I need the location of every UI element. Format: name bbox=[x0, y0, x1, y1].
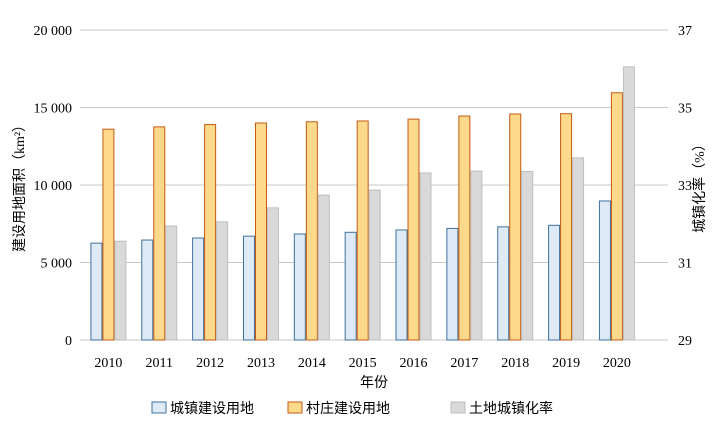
x-tick-label: 2017 bbox=[450, 356, 478, 371]
bar-land-urbanization-rate bbox=[165, 225, 178, 341]
legend-item: 城镇建设用地 bbox=[151, 401, 254, 417]
bar-urban-construction-land bbox=[242, 235, 255, 341]
bar-land-urbanization-rate bbox=[572, 157, 585, 341]
bar-village-construction-land bbox=[102, 128, 115, 341]
legend-label: 村庄建设用地 bbox=[306, 400, 390, 417]
x-tick-label: 2013 bbox=[247, 356, 275, 371]
y-tick-label: 15 000 bbox=[34, 102, 73, 117]
y-tick-label: 0 bbox=[65, 334, 72, 349]
y2-tick-label: 33 bbox=[678, 179, 692, 194]
bar-village-construction-land bbox=[407, 118, 420, 341]
y-tick-label: 10 000 bbox=[34, 179, 73, 194]
bar-land-urbanization-rate bbox=[216, 221, 229, 341]
bar-land-urbanization-rate bbox=[317, 194, 330, 341]
legend: 城镇建设用地 村庄建设用地 土地城镇化率 bbox=[151, 400, 553, 417]
bar-village-construction-land bbox=[560, 113, 573, 341]
legend-swatch bbox=[151, 401, 167, 414]
y2-tick-label: 29 bbox=[678, 334, 692, 349]
bar-village-construction-land bbox=[204, 124, 217, 341]
y2-tick-label: 37 bbox=[678, 24, 692, 39]
x-tick-label: 2012 bbox=[196, 356, 224, 371]
bar-urban-construction-land bbox=[446, 227, 459, 341]
x-tick-label: 2016 bbox=[400, 356, 428, 371]
x-axis-title: 年份 bbox=[360, 375, 388, 391]
bar-village-construction-land bbox=[509, 113, 522, 341]
legend-item: 土地城镇化率 bbox=[450, 400, 553, 417]
y-tick-label: 5 000 bbox=[41, 257, 73, 272]
bar-village-construction-land bbox=[305, 121, 318, 341]
bar-urban-construction-land bbox=[598, 200, 611, 341]
x-tick-label: 2018 bbox=[501, 356, 529, 371]
x-tick-label: 2014 bbox=[298, 356, 326, 371]
bar-land-urbanization-rate bbox=[419, 172, 432, 341]
x-tick-label: 2015 bbox=[349, 356, 377, 371]
bar-urban-construction-land bbox=[497, 226, 510, 341]
legend-label: 城镇建设用地 bbox=[170, 401, 254, 417]
x-tick-label: 2010 bbox=[94, 356, 122, 371]
legend-label: 土地城镇化率 bbox=[469, 400, 553, 417]
bar-land-urbanization-rate bbox=[521, 170, 534, 341]
bar-village-construction-land bbox=[458, 115, 471, 341]
bar-urban-construction-land bbox=[344, 231, 357, 341]
legend-item: 村庄建设用地 bbox=[287, 400, 390, 417]
x-tick-label: 2019 bbox=[552, 356, 580, 371]
x-tick-label: 2020 bbox=[603, 356, 631, 371]
bar-village-construction-land bbox=[610, 92, 623, 341]
bar-urban-construction-land bbox=[90, 242, 103, 341]
y2-tick-label: 31 bbox=[678, 257, 692, 272]
bar-village-construction-land bbox=[254, 122, 267, 341]
bar-land-urbanization-rate bbox=[368, 189, 381, 341]
bar-land-urbanization-rate bbox=[622, 66, 635, 341]
legend-swatch bbox=[450, 401, 466, 414]
y-tick-label: 20 000 bbox=[34, 24, 73, 39]
bar-land-urbanization-rate bbox=[266, 207, 279, 341]
bar-urban-construction-land bbox=[192, 237, 205, 341]
bar-urban-construction-land bbox=[548, 224, 561, 341]
y2-axis-title: 城镇化率（%） bbox=[691, 137, 708, 233]
y2-tick-label: 35 bbox=[678, 102, 692, 117]
bar-land-urbanization-rate bbox=[114, 240, 127, 341]
legend-swatch bbox=[287, 401, 303, 414]
x-tick-label: 2011 bbox=[146, 356, 173, 371]
bar-village-construction-land bbox=[356, 120, 369, 341]
bar-urban-construction-land bbox=[141, 239, 154, 341]
bar-urban-construction-land bbox=[395, 229, 408, 341]
bar-village-construction-land bbox=[153, 126, 166, 341]
bar-land-urbanization-rate bbox=[470, 170, 483, 341]
y-axis-title: 建设用地面积（km²） bbox=[12, 118, 28, 252]
bar-urban-construction-land bbox=[293, 233, 306, 341]
